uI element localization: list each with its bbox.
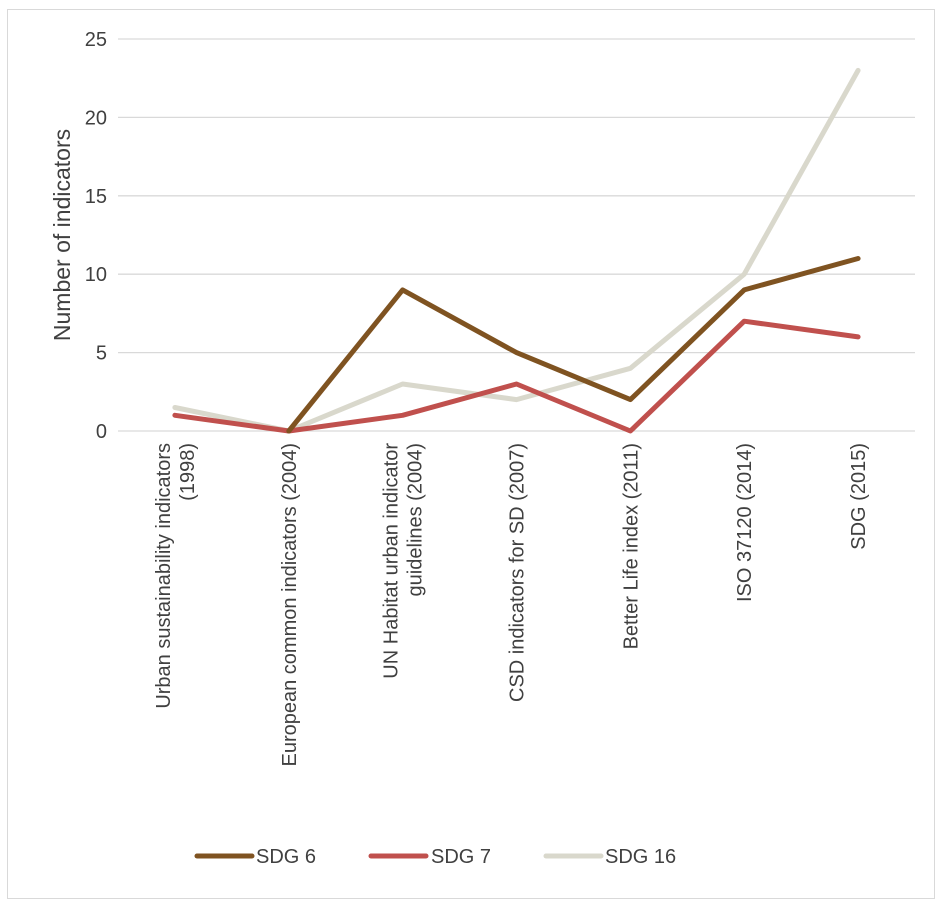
y-tick-label-15: 15 — [85, 186, 107, 208]
series-lines — [172, 67, 861, 434]
series-line-sdg-16 — [172, 67, 861, 434]
x-tick-label: Better Life index (2011) — [620, 443, 642, 649]
legend-label-sdg-6: SDG 6 — [256, 846, 316, 868]
x-tick-label: SDG (2015) — [848, 443, 870, 550]
series-line-sdg-6 — [286, 256, 861, 434]
y-tick-label-0: 0 — [96, 421, 107, 443]
x-tick-label: European common indicators (2004) — [279, 443, 301, 767]
x-tick-labels: Urban sustainability indicators (1998) Eur… — [153, 443, 870, 767]
x-tick-label: UN Habitat urban indicator — [381, 443, 403, 679]
legend-label-sdg-7: SDG 7 — [431, 846, 491, 868]
y-axis-title: Number of indicators — [49, 129, 75, 341]
y-tick-label-5: 5 — [96, 343, 107, 365]
chart-frame — [7, 9, 935, 899]
x-tick-label: guidelines (2004) — [405, 443, 427, 596]
legend-label-sdg-16: SDG 16 — [605, 846, 676, 868]
y-tick-label-20: 20 — [85, 107, 107, 129]
legend: SDG 6 SDG 7 SDG 16 — [194, 846, 676, 868]
x-tick-label: Urban sustainability indicators — [153, 443, 175, 709]
x-tick-label: CSD indicators for SD (2007) — [507, 443, 529, 702]
series-line-sdg-7 — [172, 318, 861, 434]
y-tick-label-10: 10 — [85, 264, 107, 286]
x-tick-label: (1998) — [177, 443, 199, 501]
y-tick-label-25: 25 — [85, 29, 107, 51]
y-tick-labels: 0 5 10 15 20 25 — [85, 29, 107, 443]
x-tick-label: ISO 37120 (2014) — [734, 443, 756, 602]
gridlines — [118, 38, 915, 354]
